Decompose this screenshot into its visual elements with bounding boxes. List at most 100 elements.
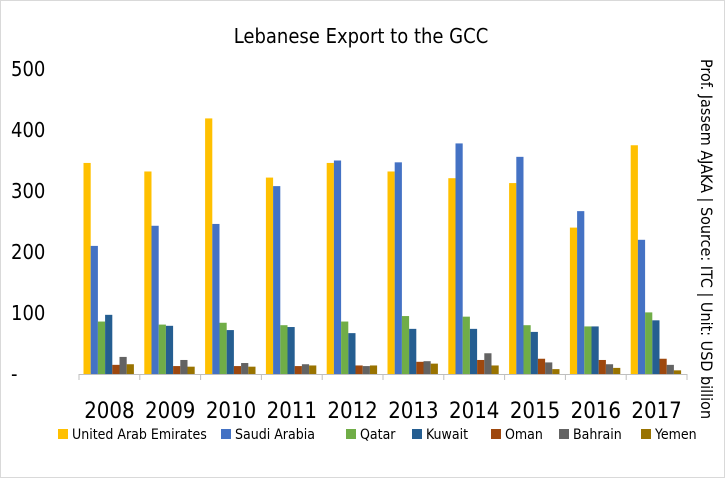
bar-kuwait-2009 xyxy=(165,325,174,374)
bar-united-arab-emirates-2010 xyxy=(205,118,213,374)
legend-swatch xyxy=(559,429,569,439)
legend-swatch xyxy=(58,429,68,439)
bar-yemen-2010 xyxy=(248,366,256,374)
bar-united-arab-emirates-2013 xyxy=(387,171,395,374)
bar-united-arab-emirates-2015 xyxy=(509,183,517,374)
legend-swatch xyxy=(221,429,231,439)
bar-saudi-arabia-2017 xyxy=(637,239,646,374)
y-tick-label: - xyxy=(11,362,18,386)
bar-saudi-arabia-2013 xyxy=(394,162,402,374)
bar-yemen-2008 xyxy=(126,364,134,374)
legend-label: Bahrain xyxy=(573,427,622,443)
legend-item-saudi-arabia: Saudi Arabia xyxy=(221,427,315,443)
bar-oman-2010 xyxy=(233,366,242,374)
x-tick-label: 2012 xyxy=(327,399,377,424)
legend-label: Qatar xyxy=(360,427,396,443)
y-tick-label: 400 xyxy=(11,118,45,142)
bar-bahrain-2016 xyxy=(605,364,614,374)
bar-bahrain-2010 xyxy=(241,363,249,374)
bar-saudi-arabia-2010 xyxy=(212,223,220,374)
y-tick-label: 300 xyxy=(11,179,45,203)
bar-bahrain-2013 xyxy=(423,361,431,374)
bar-saudi-arabia-2014 xyxy=(455,143,463,374)
bar-qatar-2011 xyxy=(280,325,288,374)
legend-label: Yemen xyxy=(654,427,697,443)
legend-label: Saudi Arabia xyxy=(235,427,315,443)
y-tick-label: 100 xyxy=(11,301,45,325)
x-tick-label: 2009 xyxy=(145,399,195,424)
bar-qatar-2013 xyxy=(401,316,410,374)
bar-kuwait-2014 xyxy=(469,328,478,374)
legend-swatch xyxy=(491,429,501,439)
bar-yemen-2013 xyxy=(430,363,438,374)
bar-united-arab-emirates-2009 xyxy=(144,171,152,374)
x-tick-label: 2014 xyxy=(449,399,499,424)
bar-oman-2014 xyxy=(477,359,485,374)
bars-group xyxy=(83,118,682,374)
legend-item-united-arab-emirates: United Arab Emirates xyxy=(58,427,207,443)
y-axis-ticks: - 100 200 300 400 500 xyxy=(11,57,45,386)
bar-united-arab-emirates-2016 xyxy=(569,227,578,374)
x-tick-label: 2017 xyxy=(631,399,681,424)
legend-item-kuwait: Kuwait xyxy=(412,427,468,443)
bar-qatar-2009 xyxy=(158,324,166,374)
bar-oman-2016 xyxy=(598,359,606,374)
legend-swatch xyxy=(641,429,651,439)
bar-saudi-arabia-2011 xyxy=(273,186,281,374)
bar-yemen-2012 xyxy=(369,365,378,374)
bar-yemen-2017 xyxy=(673,370,682,374)
bar-oman-2011 xyxy=(294,366,302,374)
bar-qatar-2008 xyxy=(97,321,106,374)
bar-bahrain-2011 xyxy=(301,364,310,374)
x-tick-label: 2008 xyxy=(84,399,134,424)
bar-oman-2009 xyxy=(173,366,181,374)
bar-saudi-arabia-2012 xyxy=(333,160,342,374)
bar-qatar-2015 xyxy=(523,325,531,374)
legend: United Arab Emirates Saudi Arabia Qatar Kuw… xyxy=(58,427,697,443)
bar-saudi-arabia-2008 xyxy=(90,245,98,374)
bar-united-arab-emirates-2014 xyxy=(448,178,456,374)
x-axis: 2008 2009 2010 2011 2012 2013 2014 2015 2016 2017 xyxy=(78,374,688,424)
x-tick-label: 2011 xyxy=(267,399,317,424)
bar-oman-2012 xyxy=(355,365,363,374)
x-tick-label: 2010 xyxy=(206,399,256,424)
source-note: Prof. Jassem AJAKA | Source: ITC | Unit:… xyxy=(697,59,716,419)
legend-swatch xyxy=(412,429,422,439)
bar-united-arab-emirates-2012 xyxy=(326,162,334,374)
bar-qatar-2016 xyxy=(584,326,592,374)
bar-bahrain-2012 xyxy=(362,366,370,374)
x-tick-label: 2015 xyxy=(510,399,560,424)
y-tick-label: 500 xyxy=(11,57,45,81)
legend-label: Oman xyxy=(505,427,543,443)
bar-kuwait-2011 xyxy=(287,327,295,374)
bar-oman-2017 xyxy=(659,358,667,374)
bar-kuwait-2008 xyxy=(105,314,113,374)
bar-yemen-2015 xyxy=(552,369,560,374)
bar-kuwait-2015 xyxy=(530,331,538,374)
chart-title: Lebanese Export to the GCC xyxy=(234,24,489,48)
bar-united-arab-emirates-2008 xyxy=(83,162,91,374)
legend-label: United Arab Emirates xyxy=(72,427,207,443)
legend-item-qatar: Qatar xyxy=(346,427,396,443)
bar-bahrain-2017 xyxy=(666,364,674,374)
bar-oman-2013 xyxy=(416,361,424,374)
bar-yemen-2014 xyxy=(491,365,499,374)
bar-yemen-2016 xyxy=(613,367,621,374)
x-tick-label: 2016 xyxy=(571,399,621,424)
bar-kuwait-2017 xyxy=(652,320,660,374)
bar-qatar-2017 xyxy=(645,312,653,374)
bar-qatar-2012 xyxy=(341,321,349,374)
bar-bahrain-2014 xyxy=(484,353,492,374)
bar-qatar-2010 xyxy=(219,322,227,374)
bar-yemen-2011 xyxy=(309,365,317,374)
bar-saudi-arabia-2016 xyxy=(577,211,585,374)
bar-yemen-2009 xyxy=(187,366,195,374)
bar-united-arab-emirates-2011 xyxy=(265,177,274,374)
bar-kuwait-2012 xyxy=(348,333,356,374)
legend-item-yemen: Yemen xyxy=(641,427,697,443)
bar-kuwait-2013 xyxy=(409,328,417,374)
x-tick-label: 2013 xyxy=(388,399,438,424)
bar-kuwait-2016 xyxy=(591,326,599,374)
